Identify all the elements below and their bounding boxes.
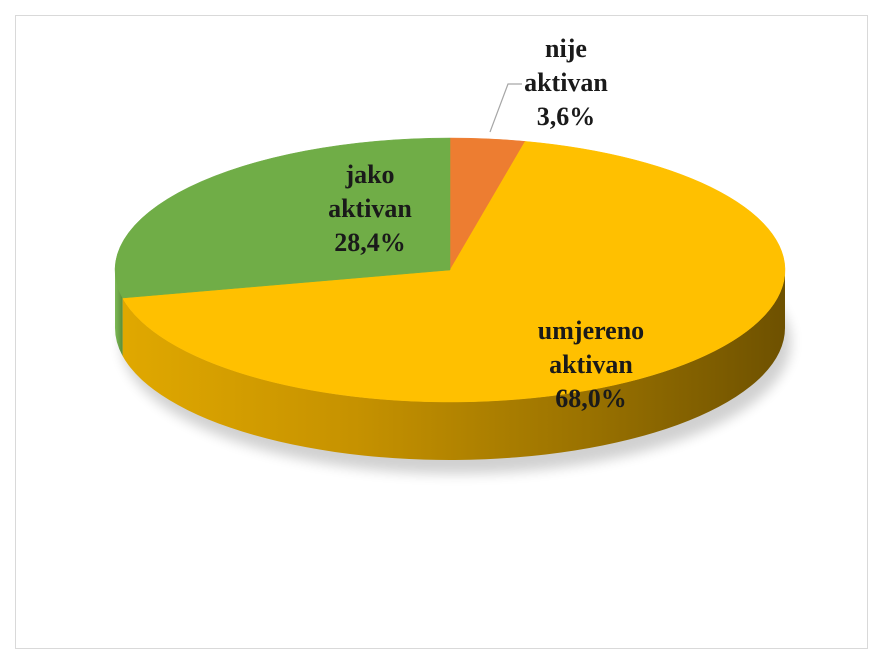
pie-slice-side-umjereno-aktivan [122, 270, 786, 461]
data-label-umjereno-aktivan: umjereno aktivan 68,0% [538, 316, 644, 413]
pie-slice-jako-aktivan [114, 137, 451, 299]
leader-line-nije-aktivan [489, 83, 522, 133]
pie-slice-side-jako-aktivan [115, 270, 123, 356]
data-label-nije-aktivan: nije aktivan 3,6% [524, 34, 608, 131]
data-label-jako-aktivan: jako aktivan 28,4% [328, 160, 412, 257]
pie-slice-umjereno-aktivan [122, 141, 786, 403]
